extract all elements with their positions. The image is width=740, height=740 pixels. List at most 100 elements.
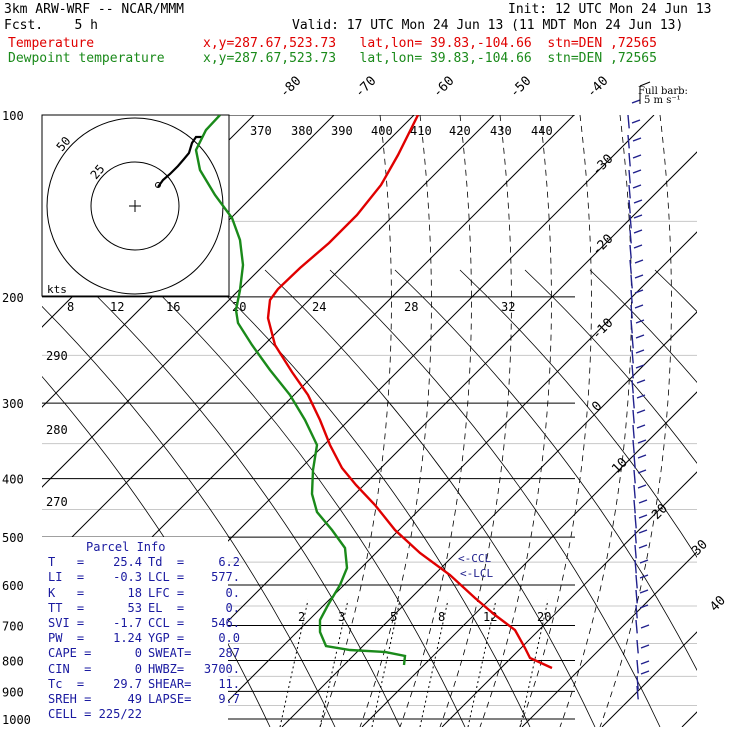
wind-barb: [636, 639, 639, 654]
ccl-label: <-CCL: [458, 552, 491, 565]
parcel-row: T = 25.4 Td = 6.2: [48, 555, 240, 570]
parcel-label: PW =: [48, 631, 85, 646]
isotherm-label: -70: [352, 74, 379, 101]
mixing-ratio-label: 5: [390, 610, 397, 624]
mixing-ratio-line: [519, 599, 549, 727]
theta-label: 280: [46, 423, 68, 437]
wind-barb: [631, 379, 634, 394]
wind-barb: [628, 169, 631, 184]
wind-barb: [628, 184, 631, 199]
parcel-row: SVI = -1.7 CCL = 546.: [48, 616, 240, 631]
wind-barb: [632, 424, 635, 439]
dewpoint-location: x,y=287.67,523.73 lat,lon= 39.83,-104.66…: [203, 51, 657, 66]
mixing-ratio-line: [467, 599, 497, 727]
wind-barb: [627, 134, 630, 149]
wind-barb-flag: [636, 409, 646, 414]
dry-adiabat-line: [264, 269, 596, 727]
wind-barb-flag: [632, 169, 642, 174]
wind-barb: [630, 304, 633, 319]
hodograph-axis-label: 8: [67, 300, 74, 314]
theta-label: 380: [291, 124, 313, 138]
wind-barb-flag: [640, 670, 650, 675]
isotherm-label: 40: [707, 593, 729, 615]
wind-barb: [630, 289, 633, 304]
wind-barb-flag: [637, 454, 647, 459]
wind-barb: [627, 114, 630, 129]
parcel-value: 11.: [218, 676, 240, 691]
wind-barb-flag: [631, 119, 641, 124]
isotherm-label: -60: [430, 74, 457, 101]
theta-label: 270: [46, 495, 68, 509]
parcel-label: LFC =: [148, 585, 185, 600]
pressure-label: 800: [2, 654, 24, 668]
wind-barb-flag: [636, 394, 646, 399]
moist-adiabat-line: [359, 115, 432, 727]
parcel-value: 9.7: [218, 692, 240, 707]
parcel-value: 18: [127, 585, 142, 600]
parcel-row: CELL = 225/22: [48, 707, 240, 722]
parcel-label: SVI =: [48, 616, 85, 631]
theta-label: 390: [331, 124, 353, 138]
wind-barb: [632, 394, 635, 409]
wind-barb: [629, 244, 632, 259]
parcel-row: CAPE = 0 SWEAT= 287: [48, 646, 240, 661]
wind-barb: [629, 229, 632, 244]
hodograph-axis-label: 20: [232, 300, 246, 314]
wind-barb: [628, 199, 631, 214]
parcel-label: TT =: [48, 600, 85, 615]
parcel-label: LI =: [48, 570, 85, 585]
svg-text:Full barb:: Full barb:: [638, 86, 688, 97]
mixing-ratio-line: [279, 599, 309, 727]
valid-time: Valid: 17 UTC Mon 24 Jun 13 (11 MDT Mon …: [292, 18, 684, 33]
wind-barb-flag: [631, 99, 641, 104]
dry-adiabat-line: [524, 269, 697, 464]
wind-barb-flag: [635, 334, 645, 339]
isotherm-label: -50: [507, 74, 534, 101]
hodograph-axis-label: 32: [501, 300, 515, 314]
wind-barb: [628, 152, 631, 167]
isotherm-line: [201, 231, 697, 727]
moist-adiabat-line: [439, 115, 512, 727]
parcel-value: 29.7: [113, 676, 142, 691]
svg-text:5 m s⁻¹: 5 m s⁻¹: [644, 95, 681, 106]
theta-label: 290: [46, 349, 68, 363]
parcel-label: CIN =: [48, 661, 92, 676]
isotherm-line: [681, 711, 697, 727]
parcel-value: 0: [134, 646, 142, 661]
mixing-ratio-line: [319, 599, 349, 727]
model-title: 3km ARW-WRF -- NCAR/MMM: [4, 2, 185, 17]
pressure-label: 500: [2, 531, 24, 545]
moist-adiabat-line: [519, 115, 592, 727]
parcel-value: 0.: [225, 600, 240, 615]
parcel-label: CELL =: [48, 707, 92, 722]
dewpoint-trace: [194, 115, 407, 666]
wind-barb: [635, 589, 638, 604]
isotherm-line: [521, 551, 697, 727]
dry-adiabat-line: [394, 269, 697, 672]
temperature-legend-label: Temperature: [8, 36, 95, 51]
wind-barb-flag: [633, 214, 643, 219]
wind-barb-flag: [634, 289, 644, 294]
isotherm-label: 20: [649, 501, 671, 523]
wind-barb-flag: [634, 259, 644, 264]
parcel-value: 1.24: [113, 631, 142, 646]
isotherm-line: [42, 115, 415, 488]
parcel-info-panel: [42, 537, 228, 727]
wind-barb: [634, 514, 637, 529]
dewpoint-legend-label: Dewpoint temperature: [8, 51, 165, 66]
wind-barb-flag: [638, 514, 648, 519]
parcel-row: K = 18 LFC = 0.: [48, 586, 240, 601]
hodograph-trace: [157, 135, 203, 188]
wind-barb-flag: [638, 529, 648, 534]
dry-adiabat-line: [589, 269, 697, 384]
init-time: Init: 12 UTC Mon 24 Jun 13: [508, 2, 712, 17]
parcel-row: TT = 53 EL = 0.: [48, 601, 240, 616]
pressure-label: 700: [2, 619, 24, 633]
wind-barb-flag: [638, 544, 648, 549]
parcel-label: CCL =: [148, 616, 185, 631]
parcel-info: Parcel Info T = 25.4 Td = 6.2 LI = -0.3 LCL = 5…: [48, 540, 240, 722]
wind-barb-flag: [636, 379, 646, 384]
parcel-info-title: Parcel Info: [86, 540, 166, 554]
isotherm-line: [281, 311, 697, 727]
